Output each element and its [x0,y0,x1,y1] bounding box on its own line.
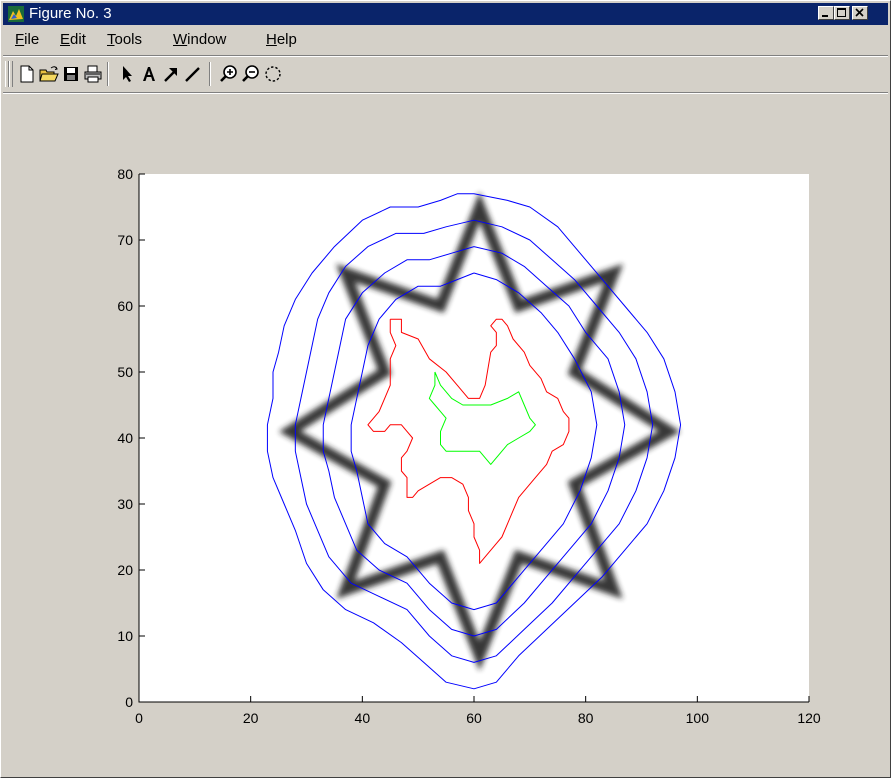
insert-arrow-icon [164,68,177,82]
arrow-cursor-icon [123,66,132,82]
y-tick-label: 40 [117,430,133,446]
text-a-icon [143,67,155,81]
toolbar-separator [209,62,211,86]
toolbar [3,58,888,90]
toolbar-separator [3,92,888,94]
open-file-button[interactable] [37,62,61,86]
plot[interactable]: 0 20 40 60 80 100 120 0 10 20 30 40 50 60 70 80 [3,95,888,775]
zoom-out-button[interactable] [239,62,263,86]
open-folder-icon [39,66,59,82]
select-button[interactable] [115,62,139,86]
y-tick-label: 60 [117,298,133,314]
y-tick-label: 0 [125,694,133,710]
rotate-3d-icon [265,66,281,82]
x-tick-label: 40 [355,710,371,726]
insert-line-button[interactable] [181,62,205,86]
insert-arrow-button[interactable] [159,62,183,86]
toolbar-grip[interactable] [9,61,13,87]
menu-window[interactable]: Window [173,31,227,48]
save-disk-icon [64,67,78,81]
close-button[interactable] [852,6,868,20]
x-tick-label: 100 [686,710,710,726]
axes-background[interactable] [139,174,809,702]
menu-tools[interactable]: Tools [107,31,143,48]
contour-line-1 [266,193,682,690]
title-bar[interactable]: Figure No. 3 [3,3,888,25]
menu-help[interactable]: Help [266,31,297,48]
x-tick-label: 0 [135,710,143,726]
maximize-icon [837,8,846,17]
print-button[interactable] [81,62,105,86]
save-button[interactable] [59,62,83,86]
zoom-out-icon [242,65,259,82]
x-tick-label: 20 [243,710,259,726]
new-figure-button[interactable] [15,62,39,86]
y-tick-label: 80 [117,166,133,182]
minimize-icon [822,15,828,17]
zoom-in-icon [220,65,237,82]
x-tick-label: 120 [797,710,821,726]
contour-line-3 [322,246,626,637]
toolbar-separator [107,62,109,86]
y-tick-label: 30 [117,496,133,512]
x-axis: 0 20 40 60 80 100 120 [135,696,821,726]
x-tick-label: 60 [466,710,482,726]
plot-content [266,192,682,690]
toolbar-grip[interactable] [5,61,9,87]
y-tick-label: 10 [117,628,133,644]
insert-line-icon [185,67,200,82]
zoom-in-button[interactable] [217,62,241,86]
contour-line-5 [367,318,570,564]
contour-line-2 [294,219,654,663]
menu-file[interactable]: File [15,31,40,48]
menu-bar: File Edit Tools Window Help [3,27,888,53]
rotate-3d-button[interactable] [261,62,285,86]
insert-text-button[interactable] [137,62,161,86]
star-image [278,192,681,671]
matlab-figure-icon [8,6,24,22]
maximize-button[interactable] [834,6,850,20]
menu-separator [3,55,888,57]
y-tick-label: 50 [117,364,133,380]
printer-icon [84,65,102,83]
minimize-button[interactable] [818,6,834,20]
new-document-icon [20,65,34,83]
window-title: Figure No. 3 [29,5,112,22]
contour-line-6 [428,371,536,465]
close-icon [855,8,864,17]
menu-edit[interactable]: Edit [60,31,86,48]
y-tick-label: 70 [117,232,133,248]
contour-line-4 [350,272,598,611]
x-tick-label: 80 [578,710,594,726]
figure-canvas[interactable]: 0 20 40 60 80 100 120 0 10 20 30 40 50 60 70 80 [3,95,888,775]
y-axis: 0 10 20 30 40 50 60 70 80 [117,166,145,710]
y-tick-label: 20 [117,562,133,578]
